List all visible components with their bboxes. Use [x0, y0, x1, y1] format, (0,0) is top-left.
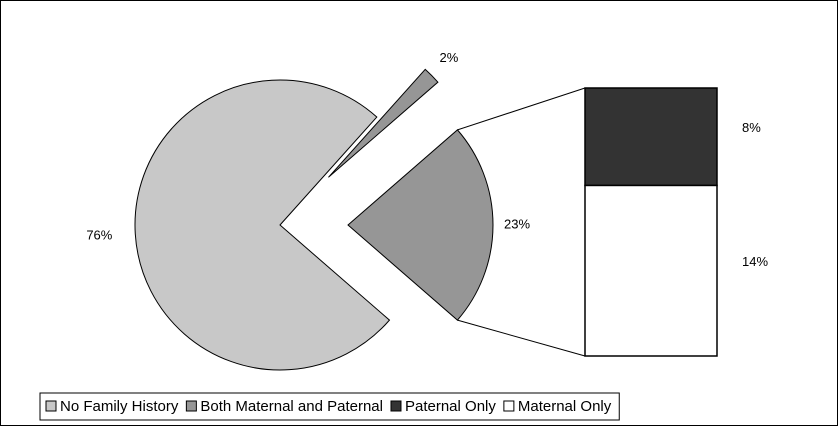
pie-slice: [347, 129, 494, 321]
legend-label: Both Maternal and Paternal: [200, 398, 383, 415]
legend-swatch: [185, 400, 197, 412]
data-label: 14%: [742, 254, 768, 269]
pie-slice: [328, 68, 439, 178]
legend-label: No Family History: [60, 398, 179, 415]
breakout-segment: [584, 87, 718, 187]
legend-label: Maternal Only: [518, 398, 612, 415]
legend-box: [39, 392, 620, 421]
pie-slice: [134, 79, 391, 371]
breakout-segment: [584, 184, 718, 357]
data-label: 8%: [742, 120, 761, 135]
legend-swatch: [503, 400, 515, 412]
data-label: 76%: [86, 228, 112, 243]
connector-line: [457, 87, 586, 131]
data-label: 23%: [504, 216, 530, 231]
legend-label: Paternal Only: [405, 398, 496, 415]
data-label: 2%: [439, 50, 458, 65]
legend-swatch: [45, 400, 57, 412]
connector-line: [457, 319, 586, 357]
legend-swatch: [390, 400, 402, 412]
